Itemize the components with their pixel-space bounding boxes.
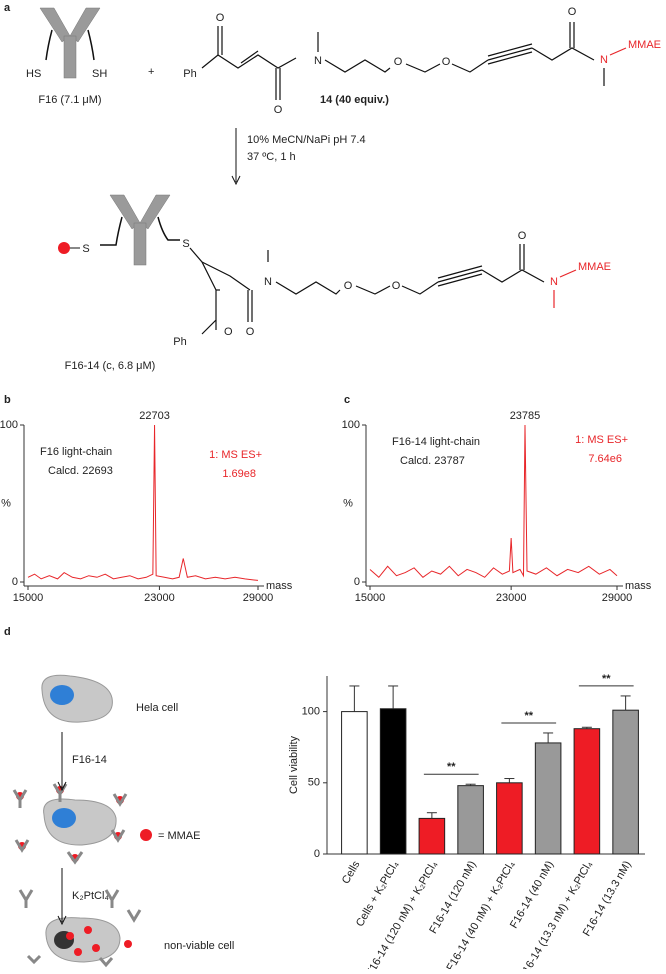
x-tick-label: 29000 <box>602 592 633 604</box>
sample-label: F16-14 light-chain <box>392 436 480 448</box>
atom: S <box>182 238 189 250</box>
y-axis-label: Cell viability <box>288 735 300 794</box>
arrow-head <box>57 781 67 792</box>
atom: S <box>82 243 89 255</box>
atom: N <box>314 55 322 67</box>
bar <box>418 817 446 855</box>
bar <box>379 708 407 855</box>
x-tick-label: 15000 <box>13 592 44 604</box>
arrow-head <box>57 915 67 926</box>
significance-label: ** <box>602 673 611 685</box>
plus: + <box>148 66 154 78</box>
y-tick-label: 50 <box>308 777 320 789</box>
bar <box>534 742 562 855</box>
panel-label: d <box>4 626 11 638</box>
legend-dot <box>140 829 152 841</box>
scheme-label: = MMAE <box>158 830 200 842</box>
thiol: SH <box>92 68 107 80</box>
y-axis-label: % <box>343 497 353 509</box>
product-label: F16-14 (c, 6.8 μM) <box>65 360 156 372</box>
atom: O <box>392 280 401 292</box>
scheme-label: non-viable cell <box>164 940 234 952</box>
intensity-label: 7.64e6 <box>588 453 622 465</box>
y-tick-label: 0 <box>314 848 320 860</box>
atom: N <box>600 54 608 66</box>
y-tick-label: 100 <box>302 706 320 718</box>
cell <box>12 674 142 968</box>
panel-label: b <box>4 394 11 406</box>
spectrum-line <box>27 424 259 581</box>
x-axis-label: mass <box>266 580 293 592</box>
bond <box>559 269 577 278</box>
atom: N <box>550 276 558 288</box>
antibody <box>100 194 180 266</box>
atom: MMAE <box>628 39 661 51</box>
y-axis-label: % <box>1 497 11 509</box>
significance-label: ** <box>447 761 456 773</box>
calcd-label: Calcd. 23787 <box>400 455 465 467</box>
atom: O <box>224 326 233 338</box>
antibody <box>39 7 101 79</box>
atom: O <box>394 56 403 68</box>
atom: O <box>274 104 283 116</box>
bond <box>609 47 627 56</box>
reagent-label: 14 (40 equiv.) <box>320 94 389 106</box>
arrow-head <box>231 175 241 186</box>
y-tick-label: 0 <box>12 576 18 588</box>
x-tick-label: F16-14 (120 nM) + K₂PtCl₄ <box>364 859 440 969</box>
instrument-label: 1: MS ES+ <box>575 434 628 446</box>
atom: O <box>442 56 451 68</box>
y-tick-label: 0 <box>354 576 360 588</box>
peak-label: 22703 <box>139 410 170 422</box>
significance-label: ** <box>524 710 533 722</box>
x-tick-label: F16-14 (13.3 nM) + K₂PtCl₄ <box>517 859 595 969</box>
bar <box>496 782 523 855</box>
bar <box>341 711 368 855</box>
bar <box>612 709 639 855</box>
atom: Ph <box>173 336 186 348</box>
atom: N <box>264 276 272 288</box>
atom: O <box>344 280 353 292</box>
x-tick-label: 23000 <box>496 592 527 604</box>
atom: O <box>216 12 225 24</box>
intensity-label: 1.69e8 <box>222 468 256 480</box>
condition: 10% MeCN/NaPi pH 7.4 <box>247 134 366 146</box>
bar <box>457 785 484 855</box>
x-tick-label: 23000 <box>144 592 175 604</box>
scheme-label: F16-14 <box>72 754 107 766</box>
sample-label: F16 light-chain <box>40 446 112 458</box>
atom: O <box>246 326 255 338</box>
atom: Ph <box>183 68 196 80</box>
y-tick-label: 100 <box>342 419 360 431</box>
mmae-dot <box>58 242 70 254</box>
x-axis-label: mass <box>625 580 652 592</box>
peak-label: 23785 <box>510 410 541 422</box>
antibody-label: F16 (7.1 μM) <box>38 94 101 106</box>
product-structure <box>189 244 545 335</box>
atom: O <box>568 6 577 18</box>
bar <box>573 728 601 855</box>
scheme-label: K₂PtCl₄ <box>72 890 109 902</box>
panel-label: a <box>4 2 11 14</box>
atom: O <box>518 230 527 242</box>
thiol: HS <box>26 68 41 80</box>
panel-label: c <box>344 394 350 406</box>
x-tick-label: Cells <box>340 859 363 887</box>
instrument-label: 1: MS ES+ <box>209 449 262 461</box>
scheme-label: Hela cell <box>136 702 178 714</box>
x-tick-label: 15000 <box>355 592 386 604</box>
spectrum-line <box>369 424 618 579</box>
y-tick-label: 100 <box>0 419 18 431</box>
x-tick-label: 29000 <box>243 592 274 604</box>
condition: 37 ºC, 1 h <box>247 151 296 163</box>
calcd-label: Calcd. 22693 <box>48 465 113 477</box>
atom: MMAE <box>578 261 611 273</box>
x-tick-label: F16-14 (40 nM) + K₂PtCl₄ <box>444 859 517 969</box>
reagent-structure <box>201 22 605 100</box>
